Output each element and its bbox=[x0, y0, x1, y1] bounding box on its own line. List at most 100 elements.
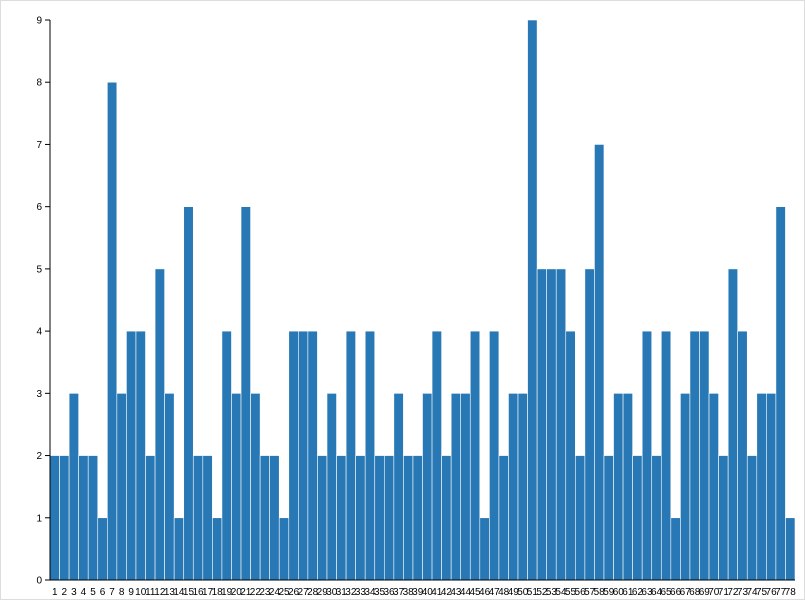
x-tick-label: 51 bbox=[527, 587, 539, 598]
y-tick-label: 9 bbox=[36, 16, 42, 27]
x-tick-label: 58 bbox=[594, 587, 606, 598]
x-tick-label: 48 bbox=[498, 587, 510, 598]
x-tick-label: 23 bbox=[259, 587, 271, 598]
bar bbox=[269, 455, 280, 581]
x-tick-label: 36 bbox=[384, 587, 396, 598]
bar bbox=[307, 330, 318, 581]
x-tick-label: 11 bbox=[145, 587, 156, 598]
bar bbox=[183, 206, 194, 581]
x-tick-label: 52 bbox=[536, 587, 548, 598]
bar bbox=[632, 455, 643, 581]
bar bbox=[336, 455, 347, 581]
bar bbox=[173, 517, 185, 581]
x-tick-label: 54 bbox=[555, 587, 567, 598]
x-tick-label: 30 bbox=[326, 587, 338, 598]
bar bbox=[240, 206, 251, 581]
x-tick-label: 53 bbox=[546, 587, 558, 598]
bar bbox=[250, 393, 261, 581]
y-tick-label: 3 bbox=[36, 389, 42, 400]
bar bbox=[154, 268, 165, 581]
bar bbox=[603, 455, 614, 581]
bar bbox=[97, 517, 108, 581]
y-tick-label: 5 bbox=[36, 264, 42, 275]
x-tick-label: 35 bbox=[374, 587, 386, 598]
bar bbox=[345, 330, 356, 581]
x-tick-label: 22 bbox=[250, 587, 262, 598]
bar bbox=[689, 330, 700, 581]
x-tick-label: 43 bbox=[450, 587, 462, 598]
bar bbox=[202, 455, 213, 581]
bar bbox=[298, 330, 309, 581]
bar bbox=[651, 455, 662, 581]
x-tick-label: 60 bbox=[613, 587, 625, 598]
bar bbox=[584, 268, 595, 581]
x-tick-label: 74 bbox=[746, 587, 758, 598]
bar bbox=[383, 455, 395, 581]
bar bbox=[575, 455, 586, 581]
x-tick-label: 67 bbox=[680, 587, 692, 598]
x-tick-label: 62 bbox=[632, 587, 644, 598]
y-tick-label: 7 bbox=[36, 140, 42, 151]
bar bbox=[594, 144, 605, 581]
x-tick-label: 31 bbox=[336, 587, 348, 598]
bar bbox=[555, 268, 567, 581]
bar bbox=[259, 455, 270, 581]
x-tick-label: 20 bbox=[231, 587, 243, 598]
x-tick-label: 21 bbox=[240, 587, 252, 598]
bar bbox=[412, 455, 423, 581]
x-tick-label: 7 bbox=[109, 587, 115, 598]
y-tick-label: 0 bbox=[36, 576, 42, 587]
y-tick-label: 8 bbox=[36, 78, 42, 89]
bar bbox=[641, 330, 653, 581]
x-tick-label: 17 bbox=[202, 587, 214, 598]
x-tick-label: 1 bbox=[52, 587, 58, 598]
bar bbox=[164, 393, 175, 581]
x-tick-label: 59 bbox=[603, 587, 615, 598]
bar bbox=[431, 330, 442, 581]
x-tick-label: 55 bbox=[565, 587, 577, 598]
bar bbox=[441, 455, 452, 581]
bar bbox=[374, 455, 385, 581]
bar bbox=[278, 517, 290, 581]
x-tick-label: 76 bbox=[766, 587, 778, 598]
bar bbox=[670, 517, 681, 581]
bar bbox=[489, 330, 500, 581]
y-tick-label: 1 bbox=[36, 513, 42, 524]
x-tick-label: 18 bbox=[212, 587, 224, 598]
x-tick-label: 77 bbox=[775, 587, 787, 598]
bar bbox=[422, 393, 433, 581]
bar bbox=[364, 330, 376, 581]
x-tick-label: 19 bbox=[221, 587, 233, 598]
x-tick-label: 42 bbox=[441, 587, 453, 598]
bar bbox=[785, 517, 796, 581]
bar bbox=[756, 393, 767, 581]
x-tick-label: 12 bbox=[154, 587, 166, 598]
bar bbox=[460, 393, 471, 581]
x-tick-label: 73 bbox=[737, 587, 749, 598]
bar bbox=[288, 330, 299, 581]
x-tick-label: 24 bbox=[269, 587, 281, 598]
y-tick-label: 6 bbox=[36, 202, 42, 213]
x-tick-label: 32 bbox=[345, 587, 357, 598]
x-tick-label: 27 bbox=[298, 587, 310, 598]
x-tick-label: 45 bbox=[469, 587, 481, 598]
bar bbox=[116, 393, 127, 581]
bar bbox=[59, 455, 70, 581]
bar bbox=[479, 517, 490, 581]
x-tick-label: 49 bbox=[508, 587, 520, 598]
x-tick-label: 13 bbox=[164, 587, 176, 598]
x-tick-label: 69 bbox=[699, 587, 711, 598]
bar bbox=[49, 455, 60, 581]
x-tick-label: 28 bbox=[307, 587, 319, 598]
x-tick-label: 15 bbox=[183, 587, 195, 598]
x-tick-label: 71 bbox=[718, 587, 730, 598]
x-tick-label: 10 bbox=[135, 587, 147, 598]
bar bbox=[527, 19, 538, 581]
x-tick-label: 29 bbox=[317, 587, 329, 598]
bar bbox=[517, 393, 528, 581]
x-tick-label: 57 bbox=[584, 587, 596, 598]
bar bbox=[718, 455, 729, 581]
bar bbox=[565, 330, 576, 581]
x-tick-label: 64 bbox=[651, 587, 663, 598]
x-tick-label: 5 bbox=[90, 587, 96, 598]
